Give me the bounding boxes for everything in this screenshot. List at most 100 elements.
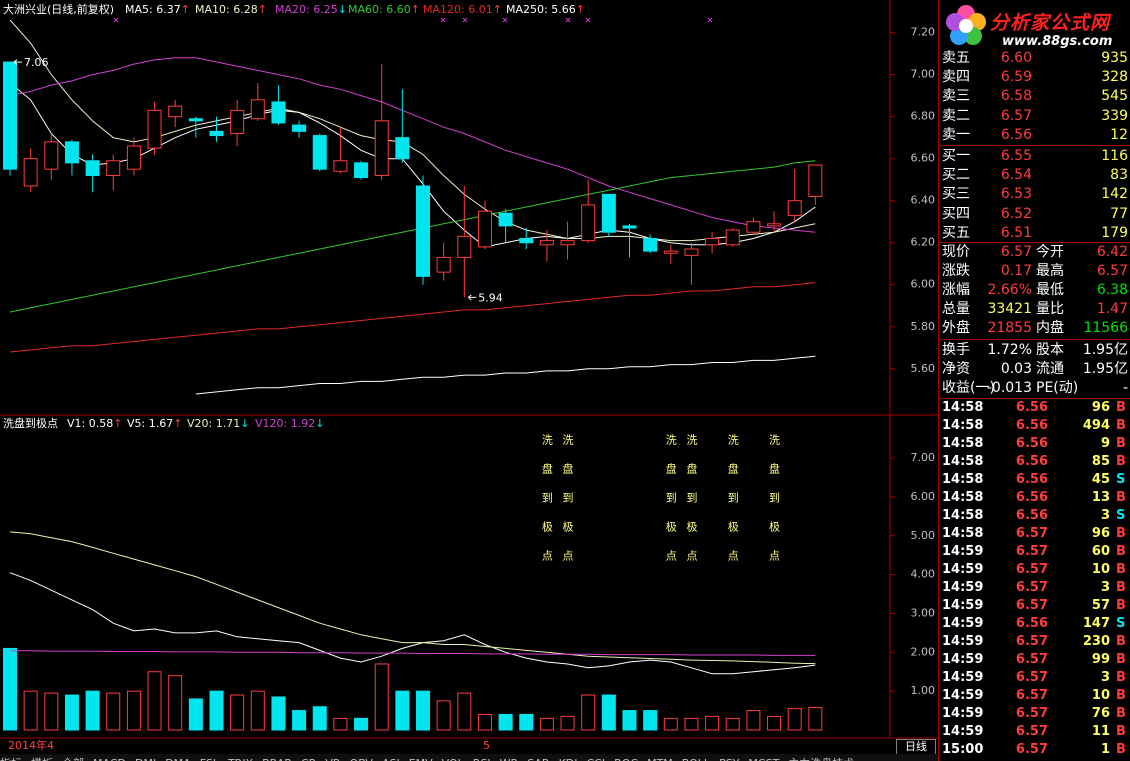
tick-side: B — [1116, 562, 1126, 577]
book-volume: 339 — [1101, 107, 1128, 124]
y-tick-label: 6.40 — [911, 194, 936, 207]
toolbar-item[interactable]: VOL — [442, 757, 464, 761]
toolbar-item[interactable]: FSL — [200, 757, 219, 761]
candle-body — [312, 135, 327, 170]
toolbar-item[interactable]: WR — [500, 757, 519, 761]
legend-label: V20: 1.71 — [187, 417, 241, 430]
annotation: 5.94 — [478, 291, 503, 304]
toolbar-item[interactable]: MCST — [748, 757, 779, 761]
chart: 7.20 7.00 6.80 6.60 6.40 6.20 6.00 5.80 5.60 7.06… — [0, 0, 938, 752]
tick-side: S — [1116, 508, 1126, 523]
quote-label: 涨幅 — [942, 282, 970, 298]
tick-price: 6.57 — [1015, 706, 1048, 721]
quote-label: 流通 — [1036, 361, 1064, 377]
book-label: 买五 — [942, 224, 970, 241]
tick-price: 6.57 — [1015, 562, 1048, 577]
tick-price: 6.57 — [1015, 598, 1048, 613]
volume-bar — [457, 692, 472, 731]
legend-trend: ↓ — [315, 417, 325, 430]
line — [9, 282, 816, 353]
toolbar-item[interactable]: TRIX — [228, 757, 253, 761]
toolbar-item[interactable]: 主力洗盘技术 — [788, 757, 854, 761]
candle-body — [250, 99, 265, 120]
volume-bar — [581, 694, 596, 731]
tick-side: B — [1116, 688, 1126, 703]
candle-body — [746, 221, 761, 233]
tick-side: B — [1116, 706, 1126, 721]
volume-bar — [312, 706, 327, 731]
volume-bar — [147, 671, 162, 731]
tick-volume: 57 — [1091, 598, 1110, 613]
volume-bar — [643, 710, 658, 731]
toolbar-item[interactable]: PSY — [719, 757, 739, 761]
toolbar-item[interactable]: CCI — [587, 757, 606, 761]
tick-volume: 13 — [1091, 490, 1110, 505]
book-label: 买四 — [942, 205, 970, 222]
y-tick-label: 6.60 — [911, 152, 936, 165]
toolbar-item[interactable]: MACD — [93, 757, 126, 761]
book-price: 6.54 — [1000, 167, 1032, 184]
toolbar-item[interactable]: EMV — [409, 757, 433, 761]
quote-value: 1.95亿 — [1082, 342, 1128, 358]
toolbar-item[interactable]: BRAR — [262, 757, 292, 761]
legend-trend: ↑ — [410, 3, 420, 16]
candle-body — [354, 162, 369, 179]
tick-volume: 147 — [1082, 616, 1110, 631]
annotation-arrow — [467, 294, 472, 301]
volume-bar — [23, 690, 38, 731]
y-tick-label: 7.00 — [911, 451, 936, 464]
toolbar-item[interactable]: VR — [325, 757, 340, 761]
toolbar-item[interactable]: 指标 — [0, 757, 22, 761]
tick-volume: 10 — [1091, 688, 1110, 703]
quote-label: PE(动) — [1036, 380, 1079, 396]
y-tick-label: 7.00 — [911, 68, 936, 81]
toolbar-item[interactable]: OBV — [350, 757, 373, 761]
signal-label: 洗盘到极点 — [540, 434, 553, 579]
tick-side: B — [1116, 598, 1126, 613]
chart-title: 大洲兴业(日线,前复权) — [3, 3, 115, 16]
tick-time: 14:58 — [942, 454, 984, 469]
toolbar-item[interactable]: SAR — [527, 757, 549, 761]
book-label: 卖四 — [942, 69, 970, 86]
volume-bar — [477, 713, 492, 731]
toolbar-item[interactable]: KDJ — [559, 757, 578, 761]
book-price: 6.58 — [1000, 88, 1032, 105]
y-tick-label: 5.80 — [911, 320, 936, 333]
toolbar-item[interactable]: DMA — [165, 757, 191, 761]
signal-label: 洗盘到极点 — [664, 434, 677, 579]
legend-item: V1: 0.58↑ — [67, 417, 122, 431]
quote-label: 股本 — [1036, 342, 1064, 358]
toolbar-item[interactable]: RSI — [473, 757, 491, 761]
legend-label: MA20: 6.25 — [275, 3, 338, 16]
toolbar-item[interactable]: ROC — [614, 757, 638, 761]
legend-label: MA120: 6.01 — [423, 3, 493, 16]
quote-label: 内盘 — [1036, 320, 1064, 336]
toolbar-item[interactable]: 全部 — [62, 757, 84, 761]
tick-side: B — [1116, 526, 1126, 541]
toolbar-item[interactable]: MTM — [647, 757, 673, 761]
toolbar-item[interactable]: CR — [301, 757, 316, 761]
candle-body — [581, 204, 596, 242]
toolbar-item[interactable]: DMI — [135, 757, 156, 761]
book-volume: 12 — [1110, 126, 1128, 143]
toolbar-item[interactable]: BOLL — [682, 757, 710, 761]
toolbar-item[interactable]: 模板 — [31, 757, 53, 761]
legend-trend: ↓ — [240, 417, 250, 430]
logo-url: www.88gs.com — [1002, 34, 1113, 49]
quote-label: 量比 — [1036, 301, 1064, 317]
x-tick-label: 5 — [483, 739, 490, 752]
book-price: 6.55 — [1000, 148, 1032, 164]
tick-side: S — [1116, 616, 1126, 631]
volume-bar — [230, 694, 245, 731]
tick-side: B — [1116, 544, 1126, 559]
legend-item: V20: 1.71↓ — [187, 417, 249, 431]
y-tick-label: 6.00 — [911, 278, 936, 291]
period-button[interactable]: 日线 — [896, 739, 936, 755]
tick-price: 6.56 — [1015, 472, 1048, 487]
tick-side: B — [1116, 724, 1126, 739]
tick-time: 14:58 — [942, 400, 984, 415]
toolbar-item[interactable]: ASI — [382, 757, 400, 761]
candle-body — [188, 118, 203, 122]
tick-side: B — [1116, 400, 1126, 415]
